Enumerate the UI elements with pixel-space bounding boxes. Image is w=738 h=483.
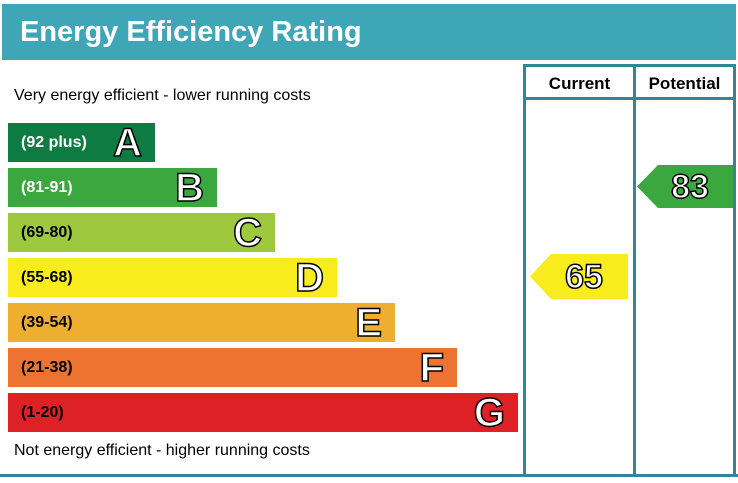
caption-not-efficient: Not energy efficient - higher running co… [14, 442, 310, 459]
column-header-current: Current [548, 74, 611, 93]
band-range-label: (21-38) [21, 358, 73, 376]
band-bar-g: (1-20) G [8, 390, 518, 435]
current-rating-arrow: 65 [530, 254, 628, 299]
band-letter: C [232, 210, 262, 255]
band-bar-e: (39-54) E [8, 300, 395, 345]
band-bar-f: (21-38) F [8, 345, 457, 390]
potential-rating-arrow: 83 [637, 165, 733, 208]
table-right-border [733, 64, 736, 477]
band-letter: G [473, 390, 506, 435]
band-letter: F [419, 345, 445, 390]
band-letter: B [174, 165, 204, 210]
band-range-label: (1-20) [21, 403, 64, 421]
column-header-potential: Potential [648, 74, 721, 93]
table-column-divider [633, 64, 636, 477]
chart-bottom-border [0, 474, 738, 477]
potential-rating-value: 83 [670, 167, 709, 206]
band-bar-d: (55-68) D [8, 255, 337, 300]
band-range-label: (55-68) [21, 268, 73, 286]
band-range-label: (81-91) [21, 178, 73, 196]
current-rating-value: 65 [564, 257, 603, 296]
page-title: Energy Efficiency Rating [20, 15, 362, 48]
table-left-border [523, 64, 526, 477]
table-top-border [523, 64, 736, 67]
band-range-label: (69-80) [21, 223, 73, 241]
band-range-label: (92 plus) [21, 133, 87, 151]
band-letter: E [355, 300, 383, 345]
band-bar-b: (81-91) B [8, 165, 217, 210]
table-header-underline [523, 97, 736, 100]
band-bar-a: (92 plus) A [8, 120, 155, 165]
band-letter: D [294, 255, 324, 300]
caption-efficient: Very energy efficient - lower running co… [14, 87, 311, 104]
band-letter: A [112, 120, 142, 165]
chart-header: Energy Efficiency Rating [2, 4, 736, 60]
band-range-label: (39-54) [21, 313, 73, 331]
band-bar-c: (69-80) C [8, 210, 275, 255]
